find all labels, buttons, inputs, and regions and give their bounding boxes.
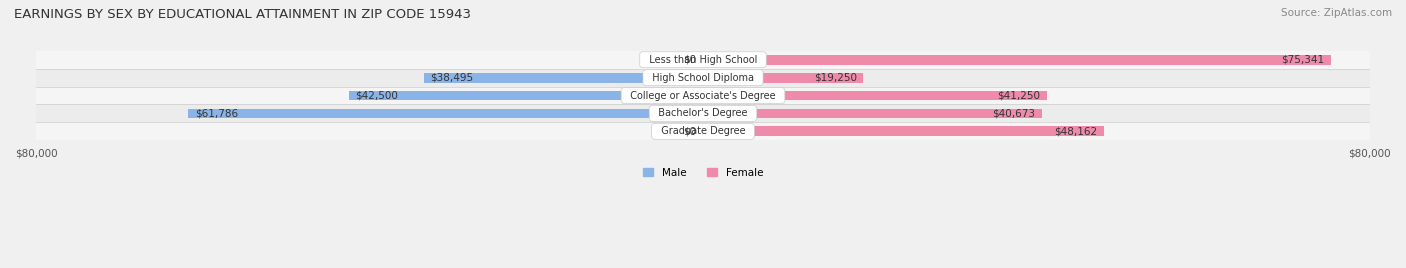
Text: Bachelor's Degree: Bachelor's Degree <box>652 109 754 118</box>
Bar <box>188 109 703 118</box>
Bar <box>703 126 1104 136</box>
Bar <box>37 87 1369 105</box>
Text: Source: ZipAtlas.com: Source: ZipAtlas.com <box>1281 8 1392 18</box>
Text: College or Associate's Degree: College or Associate's Degree <box>624 91 782 100</box>
Text: $61,786: $61,786 <box>195 109 238 118</box>
Text: $75,341: $75,341 <box>1281 55 1324 65</box>
Text: $48,162: $48,162 <box>1054 126 1098 136</box>
Text: EARNINGS BY SEX BY EDUCATIONAL ATTAINMENT IN ZIP CODE 15943: EARNINGS BY SEX BY EDUCATIONAL ATTAINMEN… <box>14 8 471 21</box>
Text: $19,250: $19,250 <box>814 73 856 83</box>
Bar <box>703 91 1046 100</box>
Bar <box>37 122 1369 140</box>
Bar <box>37 105 1369 122</box>
Bar <box>703 73 863 83</box>
Bar <box>349 91 703 100</box>
Bar <box>37 69 1369 87</box>
Text: $41,250: $41,250 <box>997 91 1040 100</box>
Text: Graduate Degree: Graduate Degree <box>655 126 751 136</box>
Legend: Male, Female: Male, Female <box>638 164 768 182</box>
Text: $42,500: $42,500 <box>356 91 398 100</box>
Text: Less than High School: Less than High School <box>643 55 763 65</box>
Text: $0: $0 <box>683 126 696 136</box>
Text: $0: $0 <box>683 55 696 65</box>
Text: High School Diploma: High School Diploma <box>645 73 761 83</box>
Bar <box>423 73 703 83</box>
Bar <box>37 51 1369 69</box>
Bar <box>703 109 1042 118</box>
Bar <box>703 55 1331 65</box>
Text: $38,495: $38,495 <box>430 73 474 83</box>
Text: $40,673: $40,673 <box>993 109 1035 118</box>
